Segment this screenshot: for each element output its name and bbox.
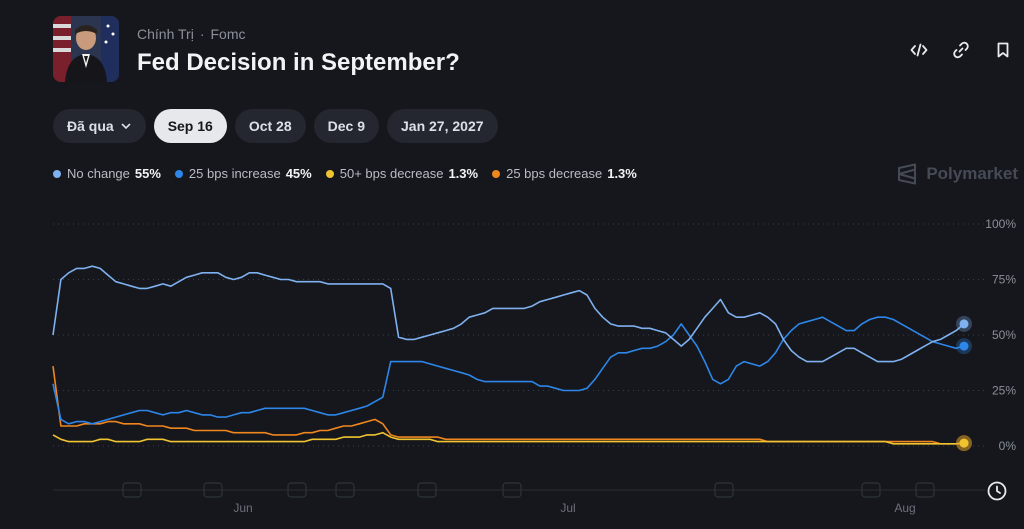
- probability-chart[interactable]: 100% 75% 50% 25% 0% Jun Jul Aug: [0, 200, 1024, 529]
- legend-item-no-change: No change 55%: [53, 166, 161, 181]
- header-actions: [909, 40, 1013, 60]
- tab-oct-28[interactable]: Oct 28: [234, 109, 306, 143]
- embed-button[interactable]: [909, 40, 929, 60]
- timeline-marker: [417, 482, 437, 498]
- legend-item-25-bps-decrease: 25 bps decrease 1.3%: [492, 166, 637, 181]
- timeline-marker: [861, 482, 881, 498]
- tab-sep-16[interactable]: Sep 16: [153, 109, 227, 143]
- page-title: Fed Decision in September?: [137, 49, 460, 76]
- chevron-down-icon: [120, 120, 132, 132]
- series-end-point: [959, 438, 969, 448]
- polymarket-icon: [898, 163, 917, 185]
- x-tick-label: Jun: [233, 501, 252, 515]
- tab-jan-27-2027[interactable]: Jan 27, 2027: [387, 109, 498, 143]
- polymarket-logo: Polymarket: [896, 163, 1018, 185]
- market-thumbnail: [53, 16, 119, 82]
- legend-value: 55%: [134, 166, 161, 181]
- y-tick-label: 50%: [992, 328, 1016, 342]
- legend-value: 1.3%: [448, 166, 479, 181]
- breadcrumb-tag[interactable]: Fomc: [210, 26, 246, 42]
- timeline-marker: [915, 482, 935, 498]
- legend-label: 25 bps decrease: [506, 166, 603, 181]
- legend-value: 1.3%: [607, 166, 637, 181]
- legend-label: 25 bps increase: [188, 166, 281, 181]
- legend-label: 50+ bps decrease: [339, 166, 444, 181]
- y-tick-label: 75%: [992, 273, 1016, 287]
- legend-item-50-bps-decrease: 50+ bps decrease 1.3%: [325, 166, 479, 181]
- timeline-marker: [502, 482, 522, 498]
- series-line-0: [52, 265, 965, 363]
- chart-legend: No change 55% 25 bps increase 45% 50+ bp…: [53, 166, 637, 181]
- timeline-marker: [287, 482, 307, 498]
- legend-dot: [492, 169, 501, 178]
- bookmark-button[interactable]: [993, 40, 1013, 60]
- copy-link-button[interactable]: [951, 40, 971, 60]
- legend-item-25-bps-increase: 25 bps increase 45%: [174, 166, 312, 181]
- bookmark-icon: [997, 42, 1009, 58]
- legend-dot: [53, 169, 61, 178]
- series-line-1: [52, 316, 965, 425]
- clock-icon: [987, 481, 1007, 501]
- x-tick-label: Aug: [894, 501, 915, 515]
- series-end-point: [959, 341, 969, 351]
- breadcrumb: Chính Trị · Fomc: [137, 26, 245, 42]
- link-icon: [953, 41, 969, 59]
- legend-dot: [325, 169, 334, 178]
- series-end-point: [959, 319, 969, 329]
- past-dates-dropdown[interactable]: Đã qua: [53, 109, 146, 143]
- y-tick-label: 0%: [999, 439, 1017, 453]
- past-dates-label: Đã qua: [67, 118, 114, 134]
- date-tabs: Đã qua Sep 16 Oct 28 Dec 9 Jan 27, 2027: [53, 109, 498, 143]
- breadcrumb-category[interactable]: Chính Trị: [137, 26, 194, 42]
- embed-icon: [910, 43, 928, 57]
- series-line-2: [52, 431, 965, 445]
- timeline-marker: [714, 482, 734, 498]
- tab-dec-9[interactable]: Dec 9: [313, 109, 379, 143]
- timeline-marker: [203, 482, 223, 498]
- y-tick-label: 25%: [992, 384, 1016, 398]
- timeline-marker: [335, 482, 355, 498]
- y-tick-label: 100%: [985, 217, 1016, 231]
- speaker-image: [53, 16, 119, 82]
- timeline-marker: [122, 482, 142, 498]
- legend-value: 45%: [285, 166, 312, 181]
- legend-label: No change: [67, 166, 130, 181]
- history-button[interactable]: [986, 480, 1008, 502]
- breadcrumb-separator: ·: [199, 26, 205, 42]
- legend-dot: [174, 169, 183, 178]
- x-tick-label: Jul: [560, 501, 575, 515]
- series-line-3: [52, 365, 965, 445]
- brand-name: Polymarket: [926, 164, 1018, 183]
- market-header: Chính Trị · Fomc Fed Decision in September…: [53, 16, 1013, 82]
